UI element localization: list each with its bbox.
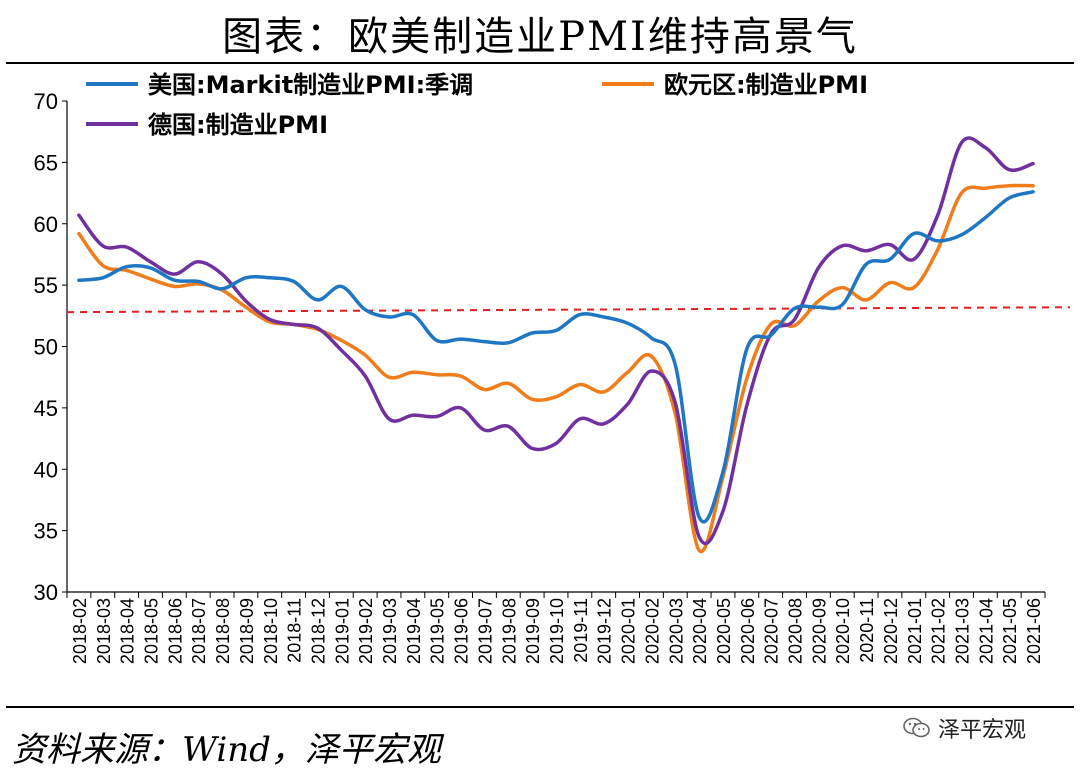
x-tick-label: 2019-04 [404,598,424,664]
x-tick-label: 2020-05 [714,598,734,664]
y-tick-label: 50 [34,335,58,360]
x-tick-label: 2019-07 [475,598,495,664]
x-tick-label: 2018-11 [285,598,305,663]
y-tick-label: 70 [34,89,58,114]
source-note: 资料来源：Wind，泽平宏观 [12,730,441,770]
legend-item-eurozone-label: 欧元区:制造业PMI [664,71,868,99]
y-tick-label: 40 [34,457,58,482]
x-tick-label: 2020-10 [833,598,853,664]
x-tick-label: 2021-04 [976,598,996,664]
x-tick-label: 2018-06 [165,598,185,664]
x-tick-label: 2018-04 [118,598,138,664]
reference-line [66,306,1071,314]
y-tick-label: 55 [34,273,58,298]
x-tick-label: 2020-06 [738,598,758,664]
x-tick-label: 2019-01 [332,598,352,664]
x-tick-label: 2018-12 [308,598,328,664]
x-tick-label: 2020-09 [809,598,829,664]
x-tick-label: 2019-10 [547,598,567,664]
x-tick-label: 2019-02 [356,598,376,664]
reference-line-group [66,306,1071,314]
x-tick-label: 2021-01 [905,598,925,664]
series-lines [77,136,1035,554]
x-tick-label: 2020-03 [666,598,686,664]
top-divider [6,62,1074,64]
y-tick-label: 65 [34,150,58,175]
x-tick-label: 2018-09 [237,598,257,664]
x-tick-label: 2019-12 [595,598,615,664]
x-tick-label: 2020-01 [619,598,639,664]
legend: 美国:Markit制造业PMI:季调 欧元区:制造业PMI 德国:制造业PMI [86,71,868,139]
brand-watermark: 泽平宏观 [902,712,1026,744]
x-tick-label: 2019-05 [428,598,448,664]
chart-title: 图表：欧美制造业PMI维持高景气 [222,14,858,60]
y-tick-label: 60 [34,212,58,237]
series-line-germany [77,136,1035,546]
x-tick-label: 2018-05 [141,598,161,664]
brand-name: 泽平宏观 [938,718,1027,743]
x-tick-label: 2020-04 [690,598,710,664]
y-tick-label: 30 [34,580,58,605]
bottom-divider [6,706,1074,708]
x-tick-label: 2018-03 [94,598,114,664]
x-tick-label: 2018-10 [261,598,281,664]
y-tick-label: 45 [34,396,58,421]
x-tick-label: 2019-11 [571,598,591,663]
x-tick-label: 2020-08 [786,598,806,664]
x-tick-label: 2019-08 [499,598,519,664]
x-tick-label: 2020-07 [762,598,782,664]
y-tick-label: 35 [34,519,58,544]
x-tick-label: 2020-12 [881,598,901,664]
x-tick-label: 2021-06 [1024,598,1044,664]
legend-item-germany-label: 德国:制造业PMI [148,111,328,139]
series-line-us [77,190,1035,524]
x-tick-label: 2021-02 [929,598,949,664]
x-tick-label: 2020-11 [857,598,877,663]
x-tick-label: 2018-07 [189,598,209,664]
x-tick-label: 2020-02 [642,598,662,664]
x-tick-label: 2018-02 [70,598,90,664]
x-tick-label: 2018-08 [213,598,233,664]
wechat-icon [903,717,930,738]
legend-item-us-label: 美国:Markit制造业PMI:季调 [148,71,473,99]
x-tick-label: 2019-06 [452,598,472,664]
x-tick-label: 2019-03 [380,598,400,664]
series-line-eurozone [77,183,1035,554]
x-tick-label: 2021-03 [953,598,973,664]
x-tick-label: 2021-05 [1000,598,1020,664]
x-tick-label: 2019-09 [523,598,543,664]
